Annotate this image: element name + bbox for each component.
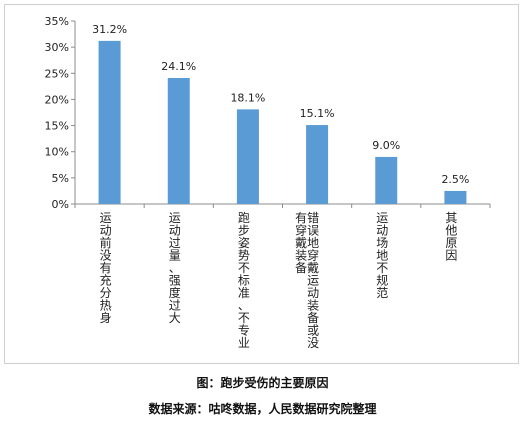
data-label: 15.1% [300, 107, 335, 120]
y-tick-label: 0% [52, 198, 69, 211]
category-label: 运动前没有充分热身 [100, 211, 112, 325]
bar [236, 109, 259, 204]
y-tick-label: 35% [45, 15, 69, 28]
y-tick-label: 15% [45, 120, 69, 133]
category-label: 其他原因 [445, 211, 457, 263]
data-source: 数据来源：咕咚数据，人民数据研究院整理 [148, 402, 377, 416]
bar [167, 77, 190, 204]
y-tick-label: 25% [45, 67, 69, 80]
data-label: 18.1% [230, 91, 265, 104]
chart-frame [4, 4, 519, 364]
category-label: 运动场地不规范 [376, 211, 388, 300]
y-tick-label: 10% [45, 146, 69, 159]
y-tick-label: 20% [45, 93, 69, 106]
y-tick-label: 5% [52, 172, 69, 185]
y-axis-ticks: 0% 5% 10% 15% 20% 25% 30% 35% [45, 15, 75, 211]
bar [375, 156, 398, 204]
bar [98, 40, 121, 204]
y-tick-label: 30% [45, 41, 69, 54]
category-label: 跑步姿势不标准、不专业 [238, 211, 250, 350]
bar [306, 125, 329, 204]
data-label: 2.5% [441, 173, 469, 186]
data-label: 9.0% [372, 139, 400, 152]
data-label: 24.1% [161, 60, 196, 73]
data-labels: 31.2% 24.1% 18.1% 15.1% 9.0% 2.5% [92, 23, 469, 186]
bar [444, 190, 467, 204]
bars [98, 40, 467, 204]
axes [74, 21, 491, 208]
data-label: 31.2% [92, 23, 127, 36]
bar-chart: 0% 5% 10% 15% 20% 25% 30% 35% 31.2% 24.1% 18.1% 15… [45, 15, 491, 350]
category-label: 运动过量、强度过大 [169, 211, 181, 325]
chart-caption: 图：跑步受伤的主要原因 [196, 376, 329, 390]
category-label: 错误地穿戴运动装备或没有穿戴装备 [295, 211, 319, 350]
category-labels: 运动前没有充分热身 运动过量、强度过大 跑步姿势不标准、不专业 错误地穿戴运动装备或没… [100, 211, 458, 350]
